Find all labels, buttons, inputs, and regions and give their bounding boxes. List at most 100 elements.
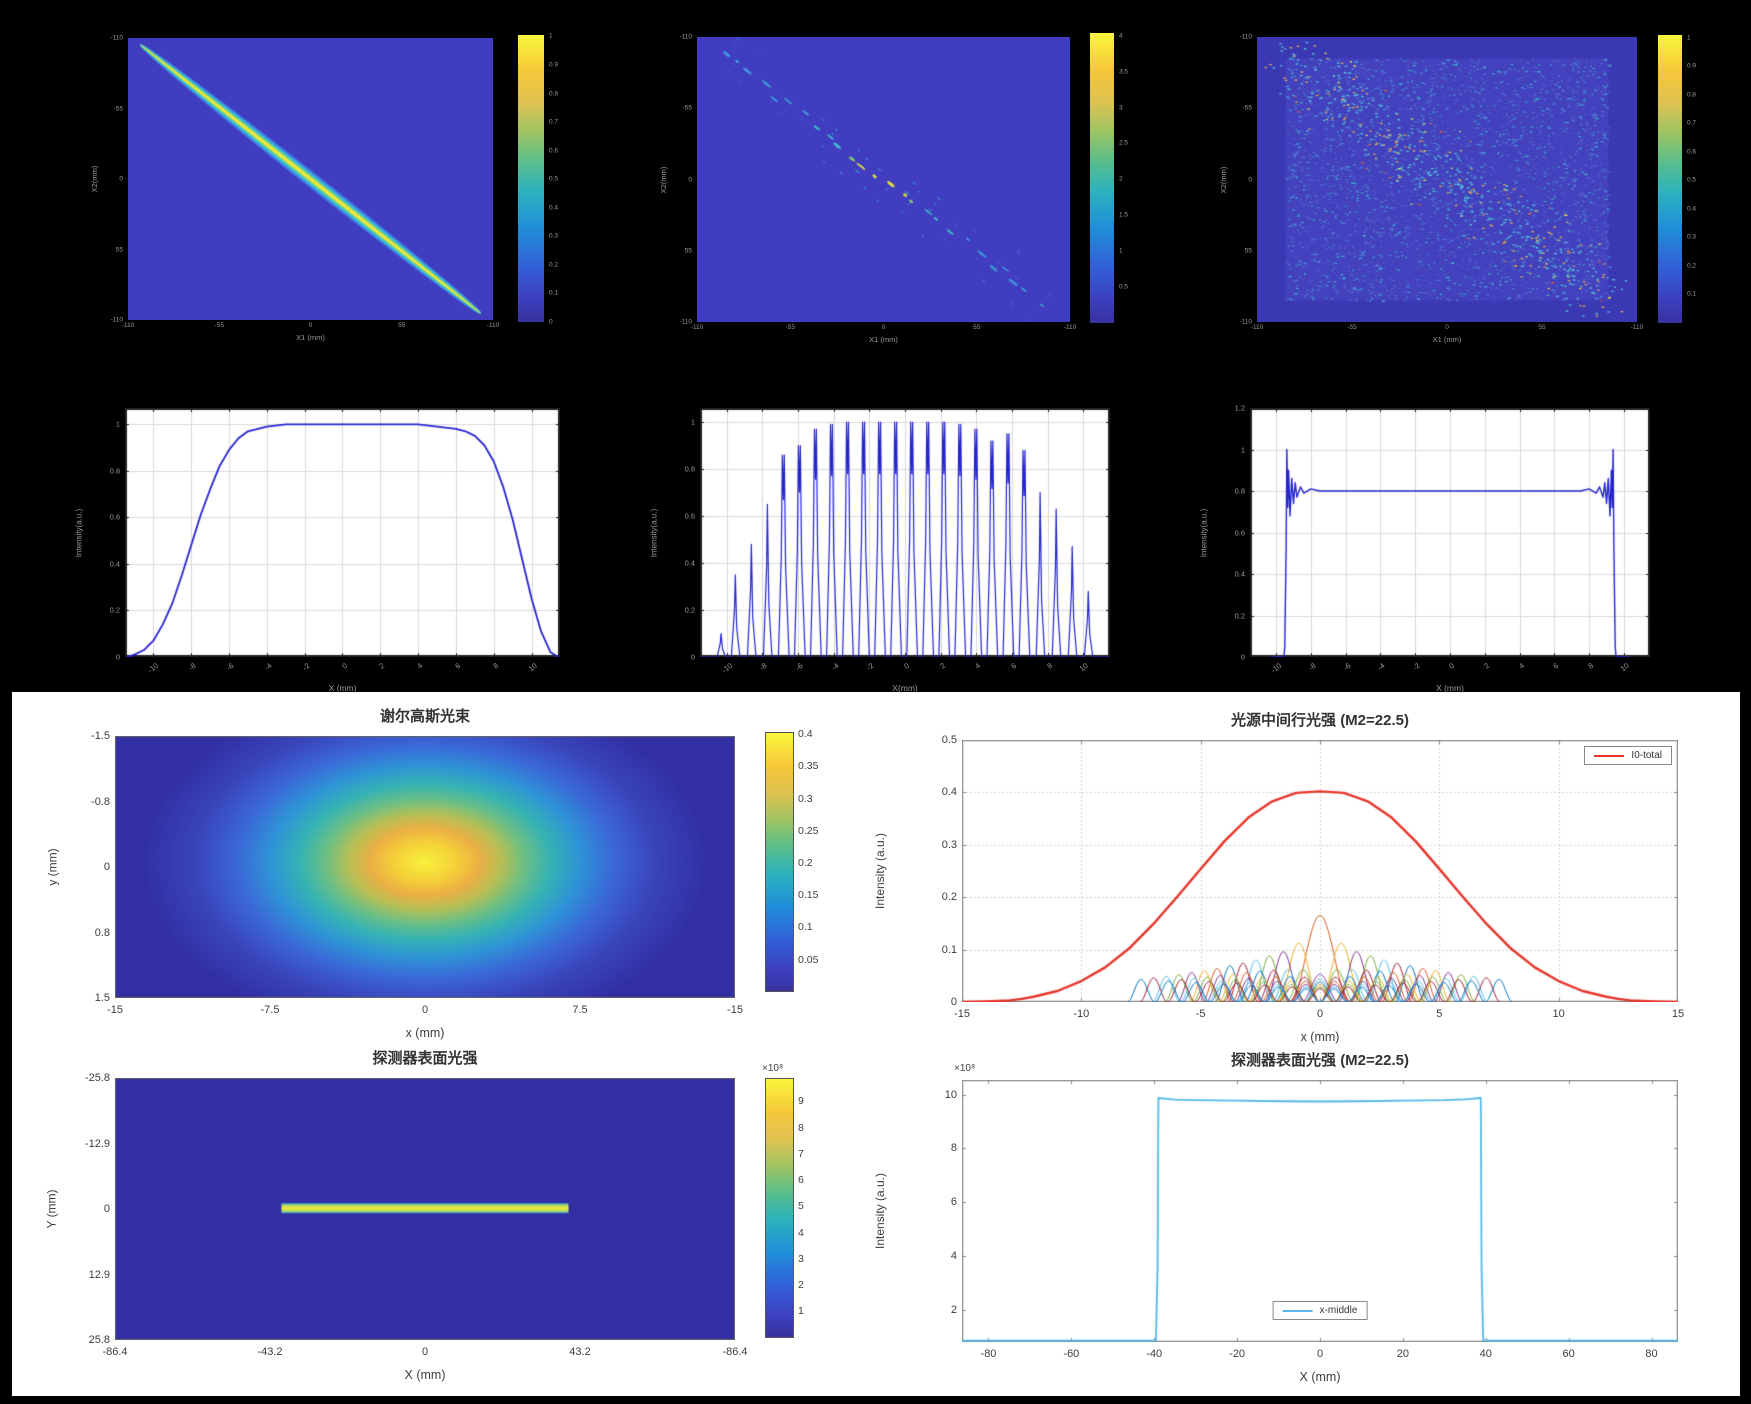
y-tick-label: 0.8 bbox=[109, 466, 120, 476]
y-axis-label: Intensity (a.u.) bbox=[872, 832, 887, 910]
x-tick-label: 2 bbox=[377, 661, 387, 671]
y-tick-label: 1.2 bbox=[1234, 403, 1245, 413]
colorbar-tick-label: 0 bbox=[549, 318, 553, 326]
colorbar-tick-label: 8 bbox=[798, 1121, 804, 1134]
colorbar-tick-label: 3 bbox=[798, 1252, 804, 1265]
y-tick-label: 10 bbox=[944, 1088, 957, 1101]
colorbar-tick-label: 2 bbox=[1119, 175, 1123, 183]
colorbar-tick-label: 5 bbox=[798, 1200, 804, 1213]
x-axis-label: X1 (mm) bbox=[1432, 335, 1462, 344]
x-tick-label: 40 bbox=[1479, 1348, 1492, 1360]
y-tick-label: 4 bbox=[950, 1249, 957, 1262]
y-tick-label: 0.2 bbox=[684, 605, 695, 615]
x-tick-label: 4 bbox=[973, 661, 983, 671]
colorbar-tick-label: 0.2 bbox=[1687, 262, 1697, 270]
x-tick-label: -110 bbox=[1063, 324, 1077, 331]
y-tick-label: -55 bbox=[1242, 104, 1252, 112]
colorbar-tick-label: 0.2 bbox=[798, 856, 813, 869]
colorbar-tick-label: 1 bbox=[798, 1305, 804, 1318]
y-tick-label: 1.5 bbox=[94, 992, 110, 1004]
y-tick-label: 0.4 bbox=[109, 559, 120, 569]
colorbar-tick-label: 9 bbox=[798, 1095, 804, 1108]
y-tick-label: -25.8 bbox=[84, 1072, 110, 1084]
colorbar-tick-label: 0.15 bbox=[798, 889, 819, 902]
colorbar-tick-label: 0.05 bbox=[798, 953, 819, 966]
y-tick-label: -0.8 bbox=[91, 795, 110, 808]
y-axis-label: Intensity (a.u.) bbox=[872, 1172, 887, 1250]
flattop-profile-canvas bbox=[125, 408, 560, 657]
colorbar-tick-label: 0.1 bbox=[549, 289, 559, 297]
x-tick-label: 10 bbox=[526, 661, 539, 674]
y-tick-label: 55 bbox=[684, 247, 692, 255]
plot-csd-ideal-heatmap: X1 (mm) X2(mm) -110 -55 0 55 -110 -110 -55 0 55-… bbox=[90, 35, 499, 343]
y-tick-label: 0 bbox=[690, 652, 695, 662]
x-tick-label: -4 bbox=[829, 661, 841, 673]
colorbar-csd-ideal: 1 0.9 0.8 0.7 0.6 0.5 0.4 0.3 0.2 0.1 0 bbox=[518, 33, 558, 326]
colorbar-csd-sampled: 4 3.5 3 2.5 2 1.5 1 0.5 bbox=[1090, 32, 1128, 323]
x-tick-label: -110 bbox=[690, 324, 704, 331]
x-tick-label: -43.2 bbox=[257, 1346, 283, 1358]
x-tick-label: -8 bbox=[186, 661, 198, 673]
plot-source-middle-row-intensity: 光源中间行光强 (M2=22.5) x (mm) Intensity (a.u.… bbox=[873, 712, 1684, 1044]
colorbar-tick-label: 2.5 bbox=[1119, 139, 1129, 147]
x-tick-label: -4 bbox=[262, 661, 274, 673]
x-tick-label: -55 bbox=[785, 324, 795, 331]
y-tick-label: 0.8 bbox=[94, 926, 110, 939]
plot-detector-surface-profile: 探测器表面光强 (M2=22.5) ×10⁸ X (mm) Intensity … bbox=[873, 1052, 1678, 1384]
colorbar-tick-label: 4 bbox=[1119, 32, 1123, 40]
x-tick-label: -86.4 bbox=[722, 1346, 748, 1358]
x-tick-label: -2 bbox=[1410, 661, 1422, 673]
colorbar-tick-label: 0.25 bbox=[798, 824, 819, 837]
x-tick-label: -6 bbox=[1341, 661, 1353, 673]
x-tick-label: -6 bbox=[793, 661, 805, 673]
y-axis-label: y (mm) bbox=[45, 848, 60, 886]
colorbar-tick-label: 0.4 bbox=[798, 728, 813, 741]
x-tick-label: 4 bbox=[415, 661, 425, 671]
legend-label: x-middle bbox=[1319, 1305, 1358, 1316]
x-tick-label: -6 bbox=[224, 661, 236, 673]
y-tick-label: 1 bbox=[1240, 445, 1245, 454]
x-tick-label: 0 bbox=[1316, 1348, 1324, 1360]
y-tick-label: 0.6 bbox=[684, 511, 695, 521]
plot-intensity-profile-comb: X(mm) Intensity(a.u.) -10 -8 -6 -4 -2 0 2 4 6 8 10… bbox=[649, 408, 1110, 693]
y-tick-label: 0.2 bbox=[941, 891, 957, 904]
plot-title: 谢尔高斯光束 bbox=[379, 708, 471, 725]
colorbar-tick-label: 0.4 bbox=[1687, 205, 1697, 213]
colorbar-tick-label: 0.2 bbox=[549, 261, 559, 269]
y-tick-label: -110 bbox=[110, 316, 123, 324]
detector-profile-canvas bbox=[962, 1080, 1678, 1342]
x-tick-label: 8 bbox=[1044, 661, 1054, 671]
x-tick-label: -2 bbox=[300, 661, 312, 673]
x-tick-label: -55 bbox=[1347, 324, 1357, 331]
colorbar-tick-label: 2 bbox=[798, 1278, 804, 1291]
y-tick-label: 0 bbox=[1240, 652, 1245, 662]
colorbar-tick-label: 6 bbox=[798, 1174, 804, 1187]
legend-line-sample bbox=[1282, 1309, 1313, 1312]
x-tick-label: 55 bbox=[1538, 324, 1546, 331]
y-tick-label: 0 bbox=[115, 652, 120, 662]
y-tick-label: -55 bbox=[113, 105, 123, 112]
colorbar-exponent-label: ×10⁸ bbox=[762, 1063, 784, 1074]
colorbar-tick-label: 0.8 bbox=[1687, 91, 1697, 99]
y-tick-label: 1 bbox=[115, 419, 120, 429]
y-tick-label: 6 bbox=[950, 1196, 957, 1209]
colorbar-detector-surface: 9 8 7 6 5 4 3 2 1 ×10⁸ bbox=[762, 1063, 804, 1338]
x-tick-label: -55 bbox=[214, 322, 224, 329]
x-tick-label: 55 bbox=[973, 324, 981, 331]
x-tick-label: 0 bbox=[421, 1004, 429, 1016]
x-axis-label: X1 (mm) bbox=[296, 333, 325, 342]
y-tick-label: 0.3 bbox=[941, 838, 957, 851]
x-axis-label: X (mm) bbox=[1436, 683, 1464, 693]
y-tick-label: 0 bbox=[103, 1203, 110, 1215]
y-tick-label: -1.5 bbox=[91, 730, 110, 742]
x-tick-label: -15 bbox=[954, 1008, 970, 1020]
y-tick-label: 8 bbox=[950, 1142, 957, 1155]
x-tick-label: -7.5 bbox=[260, 1004, 280, 1016]
plot-title: 光源中间行光强 (M2=22.5) bbox=[1231, 712, 1409, 729]
x-tick-label: 8 bbox=[491, 661, 500, 671]
y-tick-label: 0 bbox=[103, 861, 110, 873]
colorbar-tick-label: 1.5 bbox=[1119, 211, 1129, 219]
y-tick-label: 55 bbox=[1244, 247, 1252, 255]
y-axis-label: Intensity(a.u.) bbox=[649, 508, 659, 557]
y-axis-label: X2(mm) bbox=[659, 166, 669, 193]
